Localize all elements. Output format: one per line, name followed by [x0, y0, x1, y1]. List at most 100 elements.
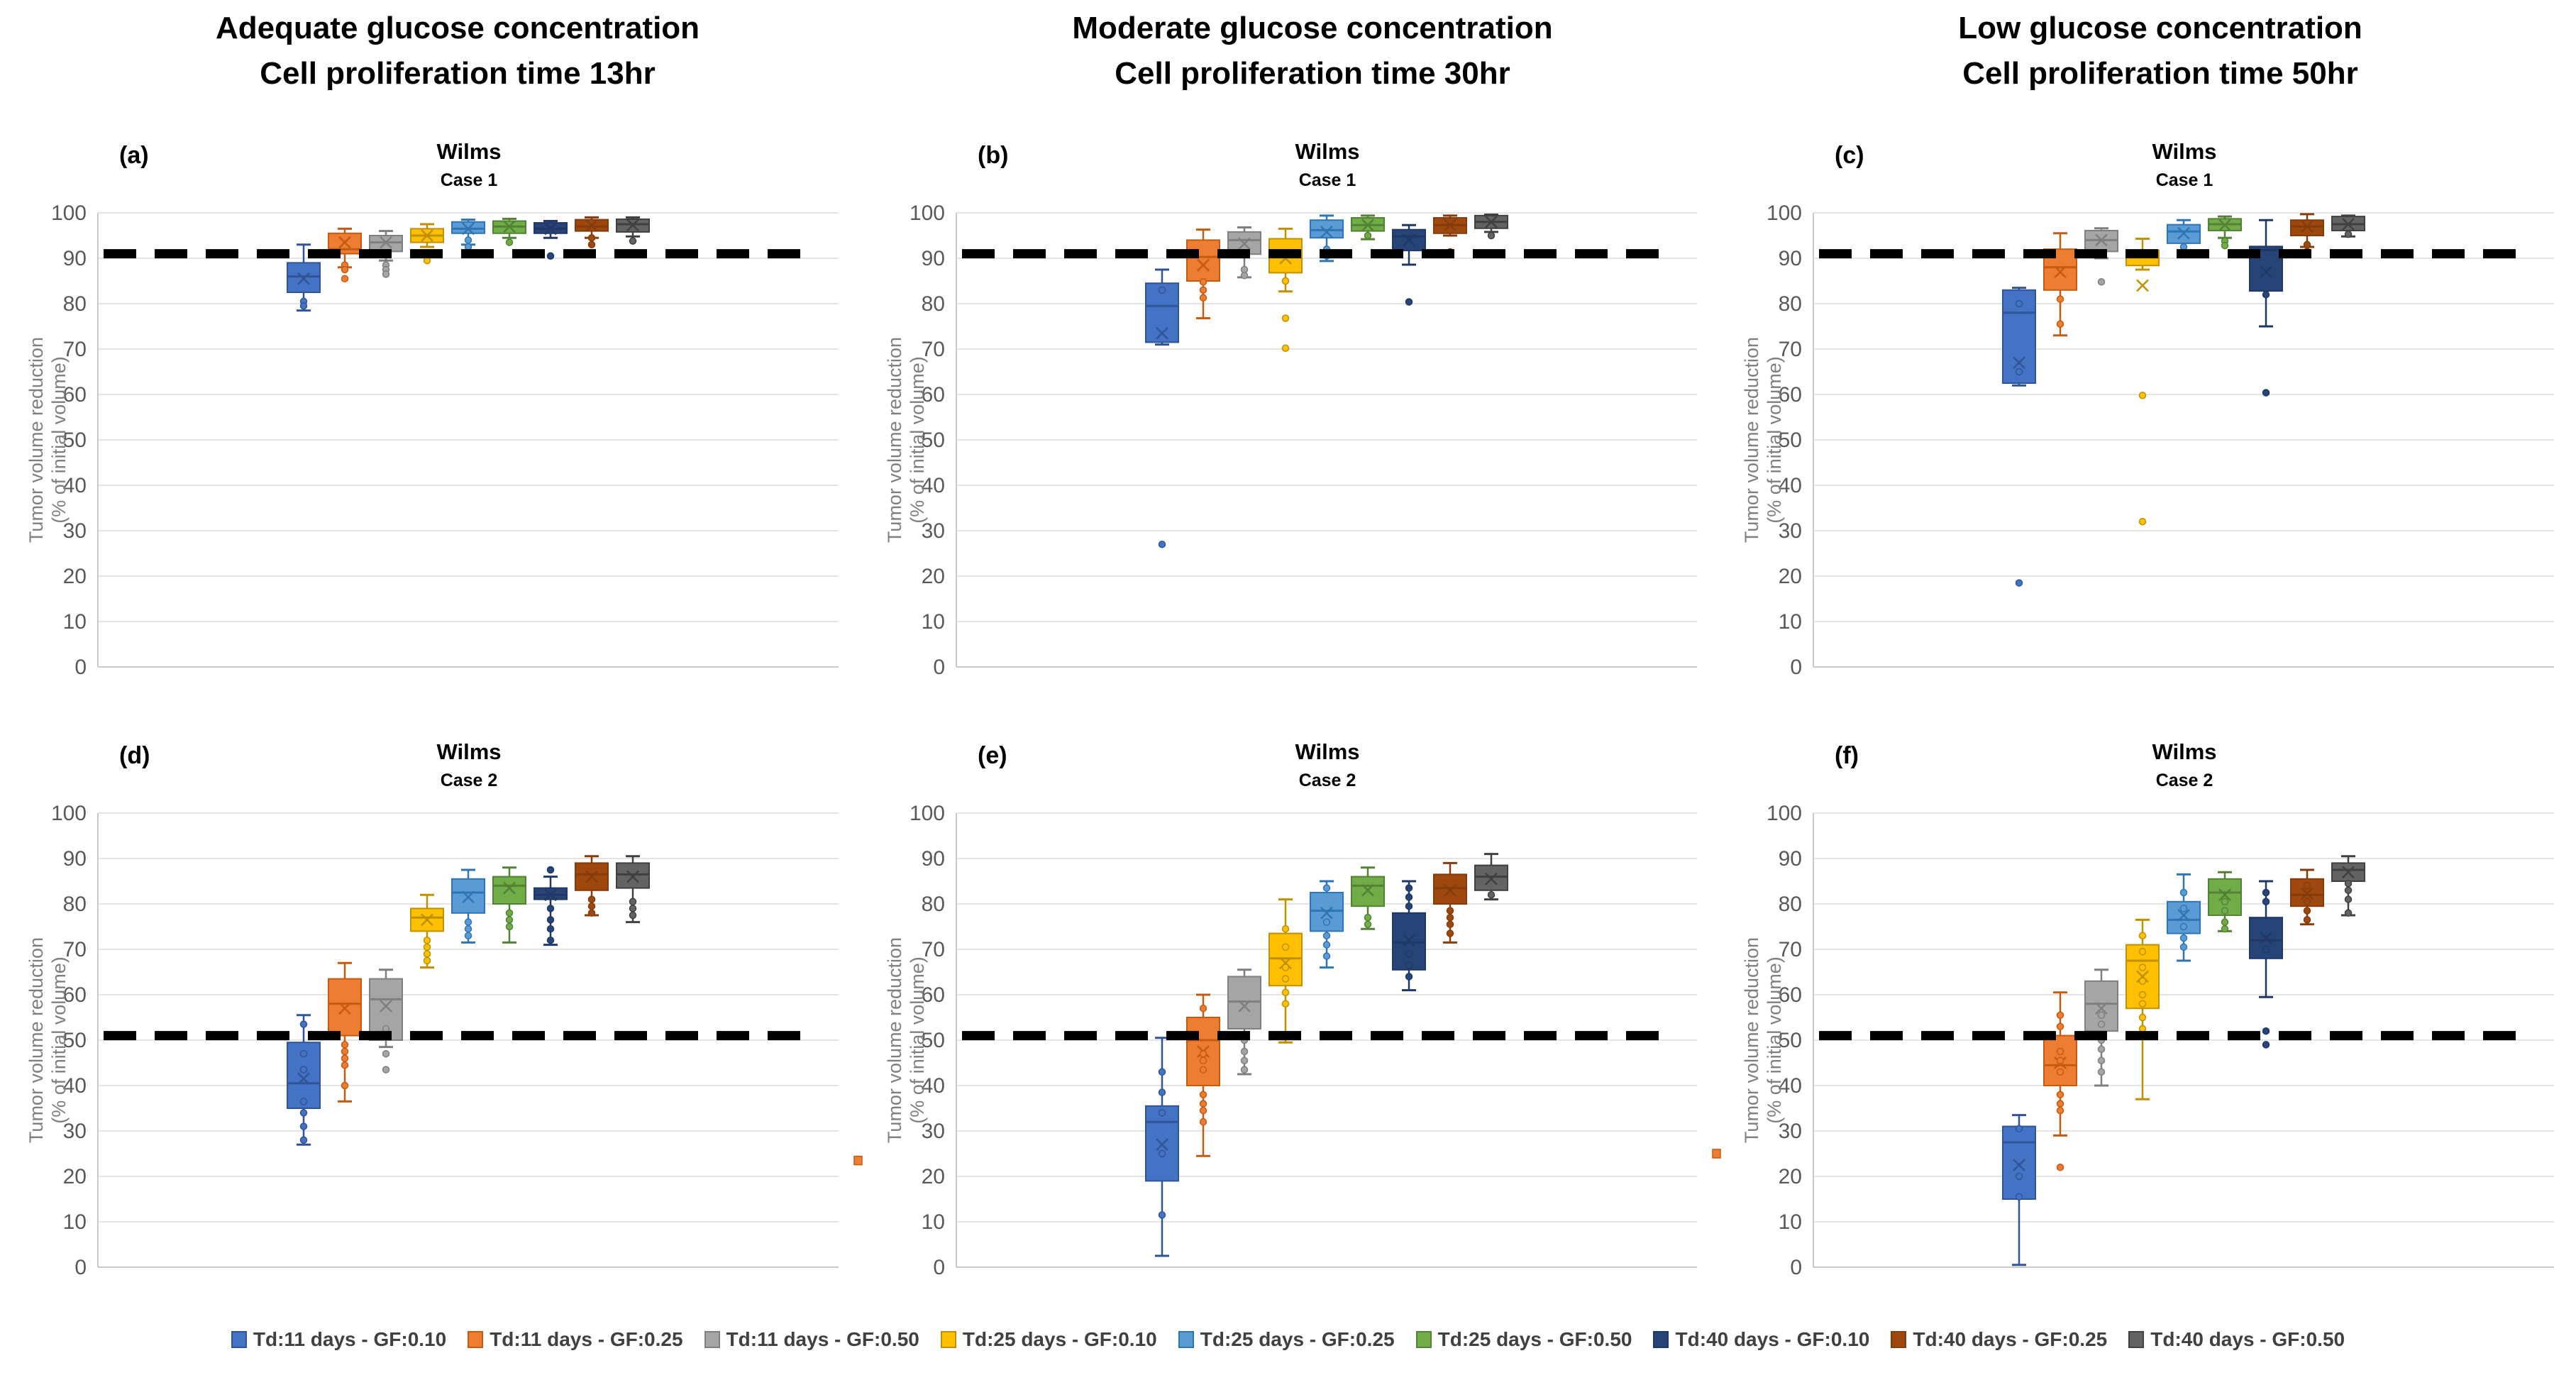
- box: [2208, 878, 2242, 917]
- outlier-point: [2262, 898, 2270, 906]
- outlier-point: [1240, 1066, 1249, 1073]
- mean-marker: [2013, 1159, 2025, 1171]
- y-tick-label: 80: [63, 893, 87, 916]
- box-series-2: [1186, 228, 1220, 319]
- box-series-3: [1227, 968, 1261, 1076]
- outlier-point: [382, 270, 390, 278]
- mean-marker: [297, 1072, 310, 1086]
- y-tick-label: 100: [910, 202, 945, 225]
- panel-subtitle: Case 1: [440, 170, 498, 190]
- outlier-point: [2056, 1056, 2064, 1065]
- outlier-point: [2056, 1011, 2064, 1020]
- legend-swatch-icon: [1891, 1331, 1907, 1348]
- y-tick-label: 20: [922, 1165, 945, 1188]
- y-tick-label: 30: [63, 1120, 87, 1143]
- outlier-point: [546, 916, 555, 924]
- y-tick-label: 70: [922, 338, 945, 361]
- outlier-point: [464, 924, 472, 933]
- y-tick-label: 90: [1779, 247, 1802, 270]
- outlier-point: [587, 241, 596, 249]
- outlier-point: [423, 936, 431, 944]
- outlier-point: [341, 1081, 349, 1090]
- outlier-point: [341, 1041, 349, 1049]
- outlier-point: [2344, 909, 2353, 917]
- outlier-point: [2056, 1100, 2064, 1108]
- box-series-7: [534, 866, 568, 946]
- outlier-point: [587, 909, 596, 917]
- legend-swatch-icon: [2128, 1331, 2145, 1348]
- outlier-point: [299, 1136, 308, 1144]
- y-tick-label: 100: [1767, 202, 1802, 225]
- y-tick-label: 50: [922, 1029, 945, 1052]
- outlier-point: [1199, 1049, 1207, 1058]
- outlier-point: [2262, 1027, 2270, 1035]
- box-series-4: [410, 893, 444, 969]
- y-tick-label: 60: [1779, 983, 1802, 1007]
- outlier-point: [2344, 230, 2353, 238]
- mean-marker: [297, 272, 310, 285]
- outlier-point: [1364, 231, 1372, 240]
- y-tick-label: 0: [933, 656, 945, 679]
- y-axis-label: (% of initial volume): [1764, 956, 1785, 1124]
- outlier-point: [1405, 893, 1413, 901]
- legend-swatch-icon: [1415, 1331, 1432, 1348]
- panel-subtitle: Case 1: [2155, 170, 2213, 190]
- y-tick-label: 90: [63, 247, 87, 270]
- outlier-point: [2262, 290, 2270, 299]
- outlier-point: [1405, 298, 1413, 306]
- box-series-8: [2290, 213, 2324, 255]
- mean-marker: [544, 222, 557, 236]
- y-tick-label: 30: [922, 1120, 945, 1143]
- mean-marker: [1361, 883, 1374, 897]
- y-tick-label: 100: [910, 802, 945, 825]
- outlier-point: [2138, 964, 2147, 971]
- legend-swatch-icon: [940, 1331, 956, 1348]
- column-header-line1: Adequate glucose concentration: [215, 11, 700, 45]
- outlier-point: [2262, 945, 2270, 954]
- panel-subtitle: Case 2: [1298, 771, 1356, 790]
- panel-title: Wilms: [2152, 739, 2217, 764]
- outlier-point: [1405, 973, 1413, 981]
- legend-swatch-icon: [1653, 1331, 1669, 1348]
- y-tick-label: 90: [1779, 847, 1802, 871]
- outlier-point: [2097, 1020, 2106, 1028]
- y-tick-label: 100: [51, 802, 87, 825]
- outlier-point: [341, 265, 349, 274]
- y-tick-label: 50: [922, 429, 945, 452]
- mean-marker: [380, 236, 392, 249]
- outlier-point: [1322, 918, 1331, 926]
- y-tick-label: 0: [933, 1256, 945, 1279]
- outlier-point: [629, 905, 637, 912]
- y-tick-label: 0: [1790, 1256, 1802, 1279]
- outlier-point: [2138, 392, 2147, 399]
- outlier-point: [629, 237, 637, 245]
- y-axis-label: (% of initial volume): [907, 956, 928, 1124]
- outlier-point: [1405, 950, 1413, 958]
- outlier-point: [587, 902, 596, 910]
- panel-letter: (b): [978, 142, 1009, 169]
- legend-item-5: Td:25 days - GF:0.25: [1178, 1328, 1395, 1351]
- boxplot-canvas-c: 0 10 20 30 40 50 60 70 80 90 100 Tumor volume reduc…: [1741, 202, 2554, 679]
- outlier-point: [1158, 1149, 1166, 1158]
- box-series-5: [451, 219, 485, 251]
- outlier-point: [2179, 934, 2188, 942]
- outlier-point: [1199, 1106, 1207, 1115]
- mean-marker: [1444, 219, 1456, 232]
- mean-marker: [2342, 218, 2355, 231]
- mean-marker: [1238, 237, 1251, 250]
- outlier-point: [299, 1066, 308, 1073]
- mean-marker: [1320, 225, 1333, 238]
- outlier-point: [2221, 907, 2229, 915]
- y-tick-label: 80: [1779, 893, 1802, 916]
- box: [2002, 1125, 2036, 1200]
- box-series-8: [1433, 214, 1467, 256]
- legend-item-6: Td:25 days - GF:0.50: [1415, 1328, 1632, 1351]
- mean-marker: [1444, 883, 1456, 897]
- outlier-point: [1199, 1066, 1207, 1073]
- box: [1227, 976, 1261, 1030]
- box: [2290, 219, 2324, 236]
- y-tick-label: 40: [1779, 1074, 1802, 1098]
- outlier-point: [1281, 975, 1290, 983]
- box-series-6: [1351, 866, 1385, 930]
- legend-item-8: Td:40 days - GF:0.25: [1891, 1328, 2107, 1351]
